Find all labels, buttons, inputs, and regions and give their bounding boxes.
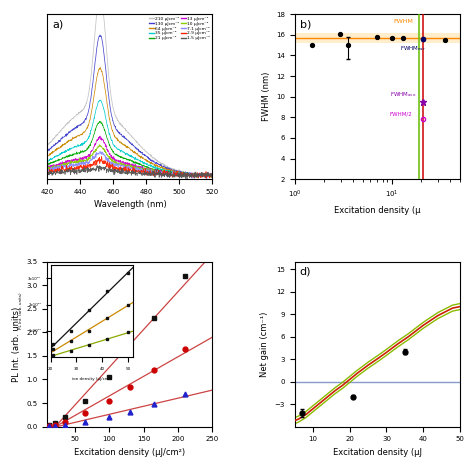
Bar (295, 33, 460, 43)
Text: FWHM$_{\rm nar}$: FWHM$_{\rm nar}$ (400, 44, 426, 53)
Text: FWHM: FWHM (394, 19, 414, 24)
Y-axis label: FWHM (nm): FWHM (nm) (262, 72, 271, 121)
Text: FWHM$_{\rm avo}$: FWHM$_{\rm avo}$ (390, 90, 416, 99)
X-axis label: Excitation density (μ: Excitation density (μ (334, 206, 420, 215)
Text: b): b) (300, 19, 311, 29)
X-axis label: Wavelength (nm): Wavelength (nm) (93, 201, 166, 210)
Text: a): a) (52, 19, 64, 29)
Text: FWHM/2: FWHM/2 (390, 111, 412, 116)
Y-axis label: PL Int. (arb. units): PL Int. (arb. units) (12, 307, 21, 382)
Text: c): c) (52, 266, 63, 277)
Legend: 210 μJcm⁻², 130 μJcm⁻², 64 μJcm⁻², 35 μJcm⁻², 21 μJcm⁻², 13 μJcm⁻², 10 μJcm⁻², 7: 210 μJcm⁻², 130 μJcm⁻², 64 μJcm⁻², 35 μJ… (148, 17, 210, 41)
X-axis label: Excitation density (μJ: Excitation density (μJ (333, 448, 422, 457)
X-axis label: Excitation density (μJ/cm²): Excitation density (μJ/cm²) (74, 448, 185, 457)
Y-axis label: Net gain (cm⁻¹): Net gain (cm⁻¹) (260, 311, 269, 377)
Text: d): d) (300, 266, 311, 277)
